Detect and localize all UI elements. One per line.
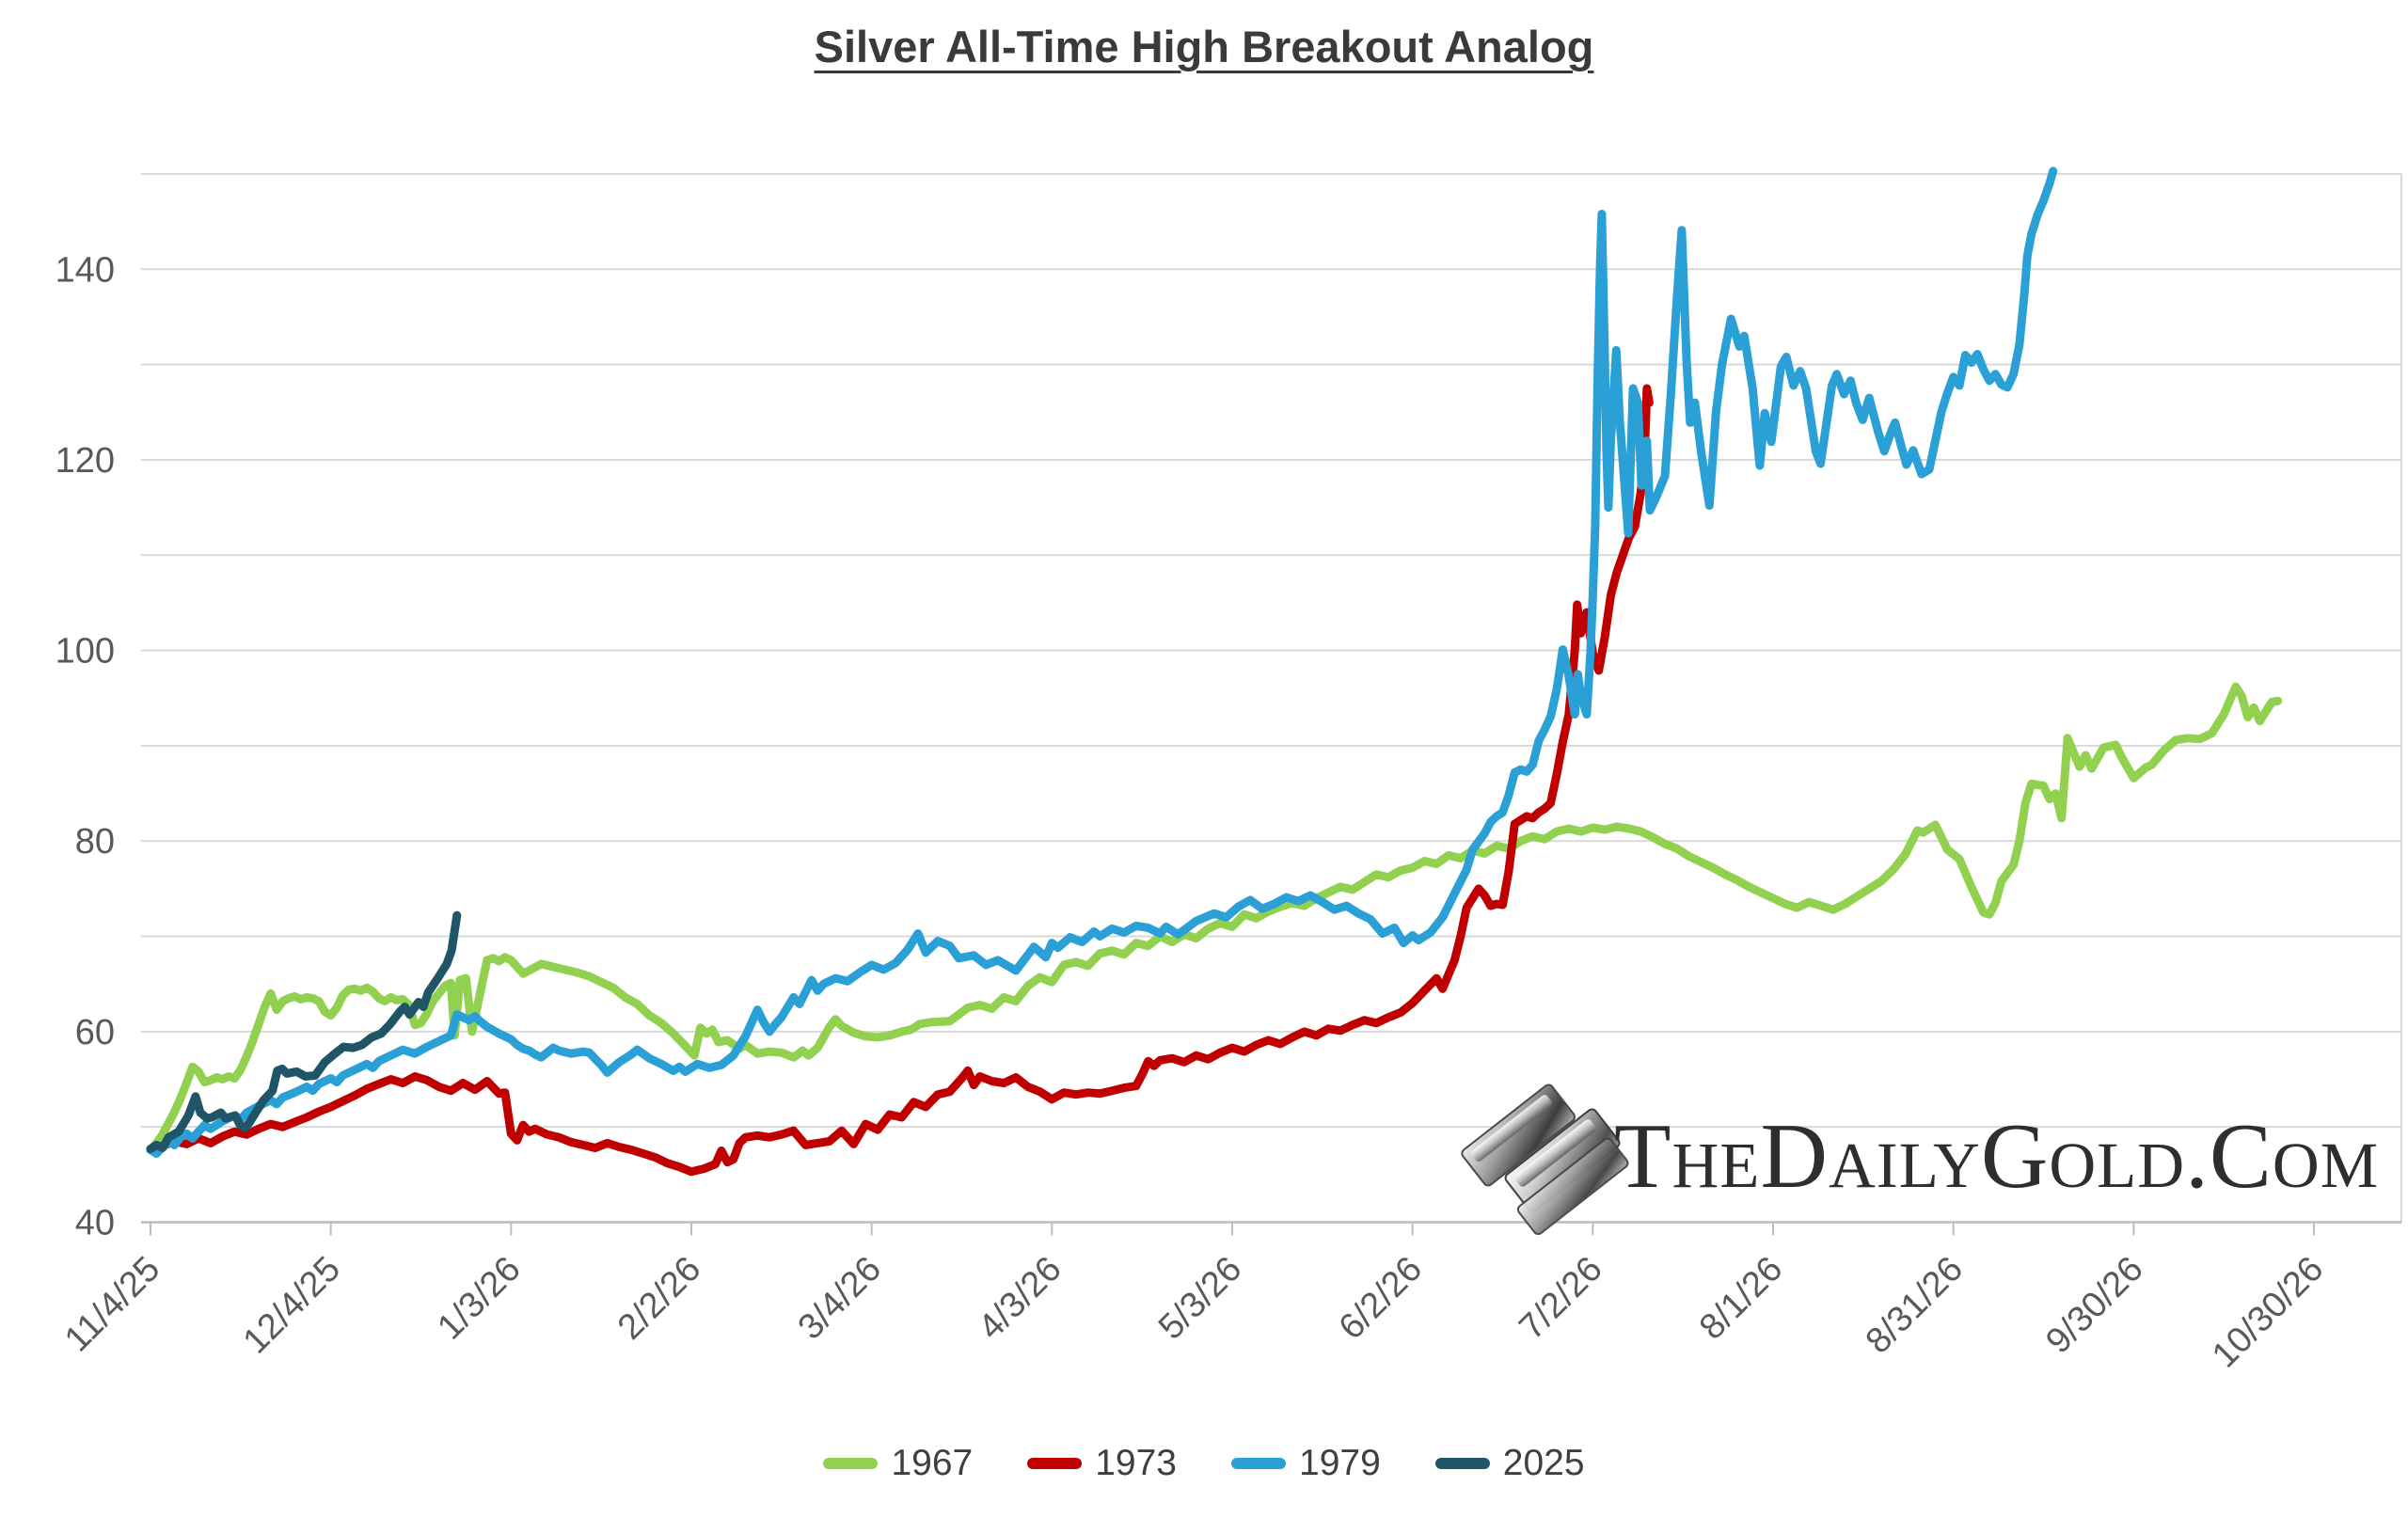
x-axis-tick-label: 8/1/26: [1692, 1249, 1790, 1347]
legend-swatch-2025: [1434, 1458, 1490, 1469]
x-axis-tick-label: 9/30/26: [2038, 1249, 2150, 1361]
legend-item-1979: 1979: [1231, 1443, 1381, 1484]
legend-swatch-1979: [1231, 1458, 1286, 1469]
x-axis-tick-label: 3/4/26: [791, 1249, 889, 1347]
legend-label-1967: 1967: [891, 1443, 974, 1483]
x-axis-tick-label: 12/4/25: [236, 1249, 348, 1361]
watermark-text: TheDailyGold.Com: [1614, 1105, 2379, 1208]
series-line-2025: [146, 910, 462, 1153]
y-axis-tick-label: 100: [55, 632, 115, 672]
x-axis-tick-label: 5/3/26: [1151, 1249, 1249, 1347]
x-axis-tick-label: 8/31/26: [1859, 1249, 1971, 1361]
x-axis-tick-label: 6/2/26: [1332, 1249, 1430, 1347]
legend-item-1973: 1973: [1027, 1443, 1177, 1484]
y-axis-tick-label: 80: [75, 822, 115, 862]
y-axis-tick-label: 140: [55, 250, 115, 290]
silver-bars-icon: [1461, 1083, 1629, 1236]
x-axis-tick-label: 4/3/26: [971, 1249, 1069, 1347]
legend-label-2025: 2025: [1502, 1443, 1585, 1483]
x-axis-tick-label: 1/3/26: [430, 1249, 528, 1347]
chart-title-text: Silver All-Time High Breakout Analog: [814, 22, 1594, 71]
series-line-1967: [146, 682, 2283, 1154]
legend-label-1973: 1973: [1095, 1443, 1177, 1483]
series-layer: [146, 166, 2283, 1177]
y-axis-tick-label: 120: [55, 441, 115, 481]
chart-title: Silver All-Time High Breakout Analog: [0, 21, 2408, 72]
x-axis-tick-label: 7/2/26: [1512, 1249, 1609, 1347]
chart-legend: 1967 1973 1979 2025: [0, 1443, 2408, 1484]
legend-swatch-1973: [1027, 1458, 1083, 1469]
legend-swatch-1967: [823, 1458, 879, 1469]
series-line-1979: [146, 166, 2058, 1158]
watermark-logo: TheDailyGold.Com: [1461, 1083, 2379, 1236]
legend-item-2025: 2025: [1434, 1443, 1585, 1484]
legend-item-1967: 1967: [823, 1443, 973, 1484]
legend-label-1979: 1979: [1299, 1443, 1381, 1483]
x-axis-tick-label: 11/4/25: [57, 1249, 167, 1359]
y-axis-tick-label: 40: [75, 1204, 115, 1243]
series-line-1973: [146, 384, 1654, 1177]
y-axis-tick-label: 60: [75, 1013, 115, 1052]
x-axis-tick-label: 2/2/26: [610, 1249, 708, 1347]
x-axis-tick-label: 10/30/26: [2205, 1249, 2331, 1375]
grid-layer: [141, 172, 2402, 1224]
